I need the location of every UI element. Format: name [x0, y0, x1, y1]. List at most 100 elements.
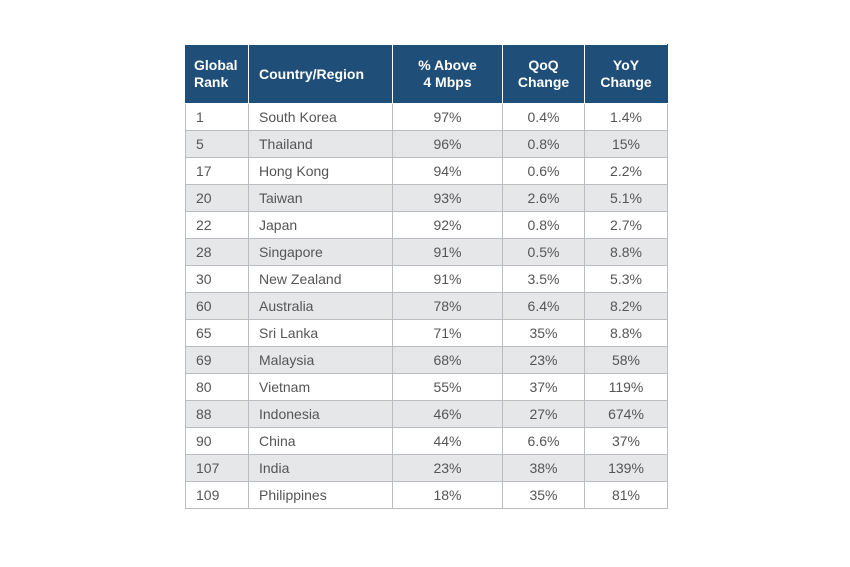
cell-qoq-change: 3.5% — [502, 265, 585, 293]
cell-qoq-change: 0.5% — [502, 238, 585, 266]
header-global-rank: Global Rank — [185, 44, 249, 104]
cell-yoy-change: 119% — [584, 373, 668, 401]
cell-global-rank: 5 — [185, 130, 249, 158]
cell-percent-above: 23% — [392, 454, 503, 482]
table-row: 107 India 23% 38% 139% — [185, 454, 668, 482]
table-row: 80 Vietnam 55% 37% 119% — [185, 373, 668, 401]
header-country-region: Country/Region — [248, 44, 393, 104]
cell-percent-above: 44% — [392, 427, 503, 455]
table-row: 30 New Zealand 91% 3.5% 5.3% — [185, 265, 668, 293]
cell-country-region: Australia — [248, 292, 393, 320]
cell-country-region: South Korea — [248, 103, 393, 131]
cell-percent-above: 91% — [392, 238, 503, 266]
table-row: 109 Philippines 18% 35% 81% — [185, 481, 668, 509]
cell-country-region: Taiwan — [248, 184, 393, 212]
cell-country-region: Japan — [248, 211, 393, 239]
header-country-region-label: Country/Region — [259, 65, 364, 82]
cell-country-region: Hong Kong — [248, 157, 393, 185]
cell-qoq-change: 6.6% — [502, 427, 585, 455]
cell-qoq-change: 35% — [502, 481, 585, 509]
cell-global-rank: 1 — [185, 103, 249, 131]
table-row: 1 South Korea 97% 0.4% 1.4% — [185, 103, 668, 131]
cell-global-rank: 109 — [185, 481, 249, 509]
cell-global-rank: 65 — [185, 319, 249, 347]
cell-yoy-change: 5.1% — [584, 184, 668, 212]
cell-qoq-change: 27% — [502, 400, 585, 428]
cell-qoq-change: 0.6% — [502, 157, 585, 185]
cell-percent-above: 93% — [392, 184, 503, 212]
cell-country-region: Singapore — [248, 238, 393, 266]
cell-global-rank: 90 — [185, 427, 249, 455]
cell-global-rank: 107 — [185, 454, 249, 482]
header-percent-above-line-2: 4 Mbps — [423, 74, 472, 90]
cell-country-region: India — [248, 454, 393, 482]
table-row: 28 Singapore 91% 0.5% 8.8% — [185, 238, 668, 266]
cell-global-rank: 88 — [185, 400, 249, 428]
cell-global-rank: 28 — [185, 238, 249, 266]
table-row: 69 Malaysia 68% 23% 58% — [185, 346, 668, 374]
header-row: Global Rank Country/Region % Above 4 Mbp… — [185, 44, 668, 104]
header-yoy-change-line-2: Change — [600, 74, 652, 90]
cell-qoq-change: 38% — [502, 454, 585, 482]
cell-country-region: Thailand — [248, 130, 393, 158]
cell-percent-above: 78% — [392, 292, 503, 320]
cell-qoq-change: 0.8% — [502, 130, 585, 158]
cell-yoy-change: 37% — [584, 427, 668, 455]
cell-yoy-change: 1.4% — [584, 103, 668, 131]
cell-qoq-change: 35% — [502, 319, 585, 347]
cell-qoq-change: 0.8% — [502, 211, 585, 239]
cell-yoy-change: 5.3% — [584, 265, 668, 293]
cell-qoq-change: 0.4% — [502, 103, 585, 131]
cell-percent-above: 55% — [392, 373, 503, 401]
cell-percent-above: 71% — [392, 319, 503, 347]
header-percent-above: % Above 4 Mbps — [392, 44, 503, 104]
table-row: 60 Australia 78% 6.4% 8.2% — [185, 292, 668, 320]
header-qoq-change-line-1: QoQ — [528, 57, 559, 73]
cell-global-rank: 60 — [185, 292, 249, 320]
cell-yoy-change: 8.8% — [584, 319, 668, 347]
connectivity-table: Global Rank Country/Region % Above 4 Mbp… — [185, 44, 668, 509]
cell-percent-above: 97% — [392, 103, 503, 131]
header-yoy-change-line-1: YoY — [612, 57, 640, 73]
cell-yoy-change: 2.2% — [584, 157, 668, 185]
header-percent-above-line-1: % Above — [418, 57, 477, 73]
cell-yoy-change: 674% — [584, 400, 668, 428]
cell-global-rank: 22 — [185, 211, 249, 239]
cell-country-region: Malaysia — [248, 346, 393, 374]
table-header: Global Rank Country/Region % Above 4 Mbp… — [185, 44, 668, 104]
cell-yoy-change: 2.7% — [584, 211, 668, 239]
cell-country-region: Philippines — [248, 481, 393, 509]
cell-global-rank: 69 — [185, 346, 249, 374]
header-global-rank-line-2: Rank — [194, 74, 229, 90]
cell-qoq-change: 2.6% — [502, 184, 585, 212]
table-row: 88 Indonesia 46% 27% 674% — [185, 400, 668, 428]
table-body: 1 South Korea 97% 0.4% 1.4% 5 Thailand 96% 0.8% 1… — [185, 103, 668, 509]
cell-country-region: New Zealand — [248, 265, 393, 293]
cell-global-rank: 20 — [185, 184, 249, 212]
cell-qoq-change: 6.4% — [502, 292, 585, 320]
cell-country-region: Vietnam — [248, 373, 393, 401]
cell-global-rank: 17 — [185, 157, 249, 185]
cell-percent-above: 94% — [392, 157, 503, 185]
header-qoq-change-line-2: Change — [517, 74, 570, 90]
cell-yoy-change: 58% — [584, 346, 668, 374]
table-row: 90 China 44% 6.6% 37% — [185, 427, 668, 455]
cell-percent-above: 68% — [392, 346, 503, 374]
header-global-rank-line-1: Global — [194, 57, 238, 73]
header-yoy-change: YoY Change — [584, 44, 668, 104]
cell-yoy-change: 139% — [584, 454, 668, 482]
cell-qoq-change: 23% — [502, 346, 585, 374]
cell-yoy-change: 81% — [584, 481, 668, 509]
table-row: 22 Japan 92% 0.8% 2.7% — [185, 211, 668, 239]
cell-country-region: Indonesia — [248, 400, 393, 428]
cell-percent-above: 46% — [392, 400, 503, 428]
cell-global-rank: 30 — [185, 265, 249, 293]
cell-qoq-change: 37% — [502, 373, 585, 401]
table-row: 5 Thailand 96% 0.8% 15% — [185, 130, 668, 158]
table-row: 20 Taiwan 93% 2.6% 5.1% — [185, 184, 668, 212]
table-row: 65 Sri Lanka 71% 35% 8.8% — [185, 319, 668, 347]
cell-country-region: Sri Lanka — [248, 319, 393, 347]
cell-percent-above: 96% — [392, 130, 503, 158]
cell-percent-above: 18% — [392, 481, 503, 509]
